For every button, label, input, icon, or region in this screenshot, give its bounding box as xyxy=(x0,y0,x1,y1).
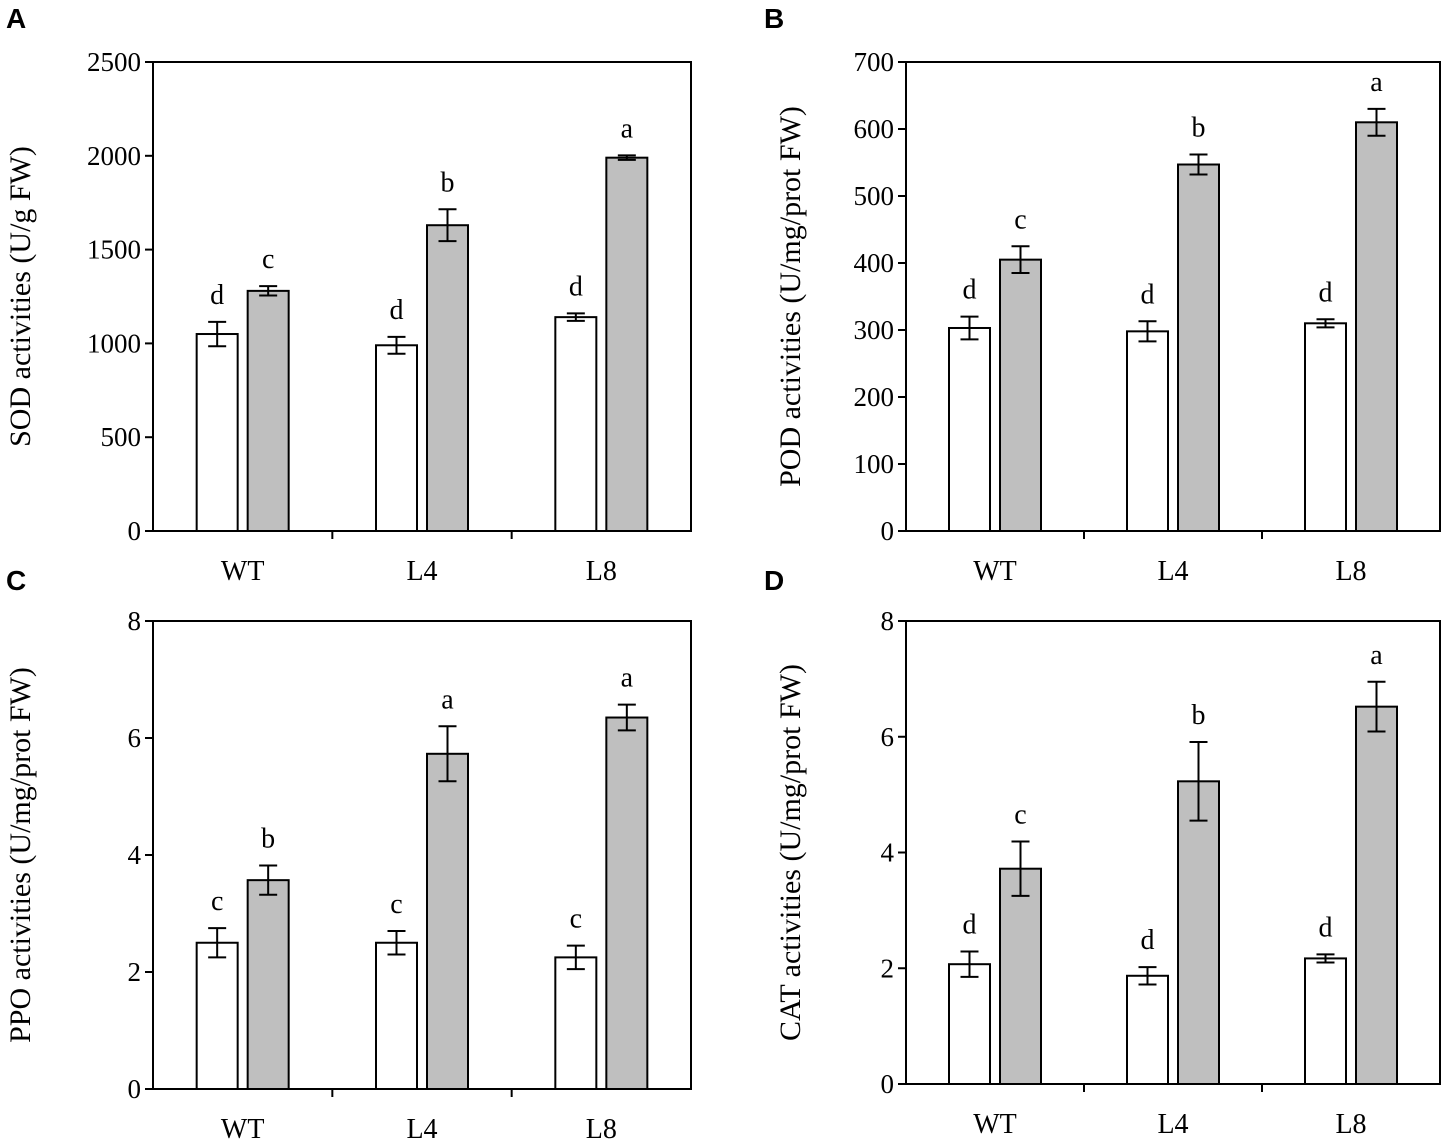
significance-letter: d xyxy=(1319,912,1333,943)
y-tick-label: 300 xyxy=(854,315,895,345)
significance-letter: b xyxy=(1192,700,1206,731)
x-category-label: WT xyxy=(973,556,1017,587)
y-tick-label: 6 xyxy=(881,722,895,752)
panel-label: D xyxy=(764,565,784,596)
chart-panel-b: 0 100 200 300 400 500 600 700 WT d c L4 d b L8 d a POD ac… xyxy=(764,3,1441,587)
bar-gray xyxy=(605,716,649,1091)
x-category-label: L4 xyxy=(1157,556,1188,587)
x-category-label: L8 xyxy=(1335,1109,1366,1140)
x-category-label: WT xyxy=(221,1114,265,1145)
y-tick-label: 700 xyxy=(854,47,895,77)
y-tick-label: 2500 xyxy=(87,47,141,77)
y-tick-label: 2000 xyxy=(87,141,141,171)
plot-frame xyxy=(152,61,692,532)
significance-letter: d xyxy=(569,271,583,302)
bar-white xyxy=(1126,974,1169,1085)
x-category-label: WT xyxy=(221,556,265,587)
y-axis-label: CAT activities (U/mg/prot FW) xyxy=(774,664,807,1041)
significance-letter: d xyxy=(1319,277,1333,308)
panel-label: B xyxy=(764,3,784,34)
y-tick-label: 0 xyxy=(128,516,142,546)
bar-white xyxy=(375,344,418,532)
significance-letter: d xyxy=(1141,279,1155,310)
chart-panel-a: 0 500 1000 1500 2000 2500 WT d c L4 d b L8 d a SOD acti… xyxy=(4,3,692,587)
plot-frame xyxy=(905,61,1441,532)
bar-gray xyxy=(1355,121,1398,533)
significance-letter: a xyxy=(441,684,454,715)
bar-white xyxy=(1126,330,1169,532)
x-category-label: L4 xyxy=(406,556,437,587)
significance-letter: a xyxy=(621,113,634,144)
significance-letter: d xyxy=(963,909,977,940)
y-tick-label: 0 xyxy=(128,1074,142,1104)
y-tick-label: 2 xyxy=(128,957,142,987)
significance-letter: d xyxy=(390,295,404,326)
y-tick-label: 200 xyxy=(854,382,895,412)
significance-letter: b xyxy=(261,824,275,855)
significance-letter: a xyxy=(621,663,634,694)
x-category-label: L8 xyxy=(1335,556,1366,587)
y-tick-label: 400 xyxy=(854,248,895,278)
bar-white xyxy=(554,956,598,1090)
x-category-label: L8 xyxy=(586,556,617,587)
significance-letter: d xyxy=(1141,925,1155,956)
significance-letter: c xyxy=(390,889,402,920)
bar-gray xyxy=(605,156,649,532)
significance-letter: b xyxy=(441,167,455,198)
chart-panel-d: 0 2 4 6 8 WT d c L4 d b L8 d a CAT activities (U/mg/pr… xyxy=(764,565,1441,1140)
bar-white xyxy=(948,326,991,532)
bar-white xyxy=(948,963,991,1085)
y-tick-label: 100 xyxy=(854,449,895,479)
bar-gray xyxy=(1177,780,1220,1085)
bar-white xyxy=(1304,322,1347,532)
significance-letter: d xyxy=(210,280,224,311)
y-tick-label: 0 xyxy=(881,1069,895,1099)
significance-letter: c xyxy=(1014,204,1026,235)
y-axis-label: POD activities (U/mg/prot FW) xyxy=(774,106,807,487)
panel-label: A xyxy=(6,3,26,34)
y-tick-label: 0 xyxy=(881,516,895,546)
chart-panel-c: 0 2 4 6 8 WT c b L4 c a L8 c a PPO activities (U/mg/pr… xyxy=(4,565,692,1145)
bar-white xyxy=(195,941,239,1090)
x-category-label: L4 xyxy=(1157,1109,1188,1140)
significance-letter: a xyxy=(1370,640,1383,671)
x-category-label: L8 xyxy=(586,1114,617,1145)
bar-gray xyxy=(1177,163,1220,532)
bar-gray xyxy=(426,752,469,1090)
y-tick-label: 600 xyxy=(854,114,895,144)
x-category-label: WT xyxy=(973,1109,1017,1140)
y-tick-label: 500 xyxy=(101,422,142,452)
significance-letter: a xyxy=(1370,67,1383,98)
bar-white xyxy=(1304,957,1347,1086)
bar-gray xyxy=(999,258,1042,532)
y-tick-label: 4 xyxy=(128,840,142,870)
y-tick-label: 4 xyxy=(881,838,895,868)
bar-white xyxy=(195,333,239,532)
y-axis-label: PPO activities (U/mg/prot FW) xyxy=(4,667,37,1043)
significance-letter: c xyxy=(262,244,274,275)
bar-white xyxy=(554,316,598,532)
bar-white xyxy=(375,941,418,1090)
significance-letter: d xyxy=(963,275,977,306)
bar-gray xyxy=(999,867,1042,1086)
panel-label: C xyxy=(6,565,26,596)
significance-letter: c xyxy=(1014,800,1026,831)
x-category-label: L4 xyxy=(406,1114,437,1145)
bar-gray xyxy=(1355,705,1398,1086)
significance-letter: c xyxy=(570,904,582,935)
y-tick-label: 1000 xyxy=(87,328,141,358)
y-axis-label: SOD activities (U/g FW) xyxy=(4,146,37,447)
y-tick-label: 8 xyxy=(128,606,142,636)
y-tick-label: 500 xyxy=(854,181,895,211)
y-tick-label: 6 xyxy=(128,723,142,753)
significance-letter: b xyxy=(1192,112,1206,143)
y-tick-label: 1500 xyxy=(87,235,141,265)
significance-letter: c xyxy=(211,886,223,917)
bar-gray xyxy=(426,224,469,532)
y-tick-label: 2 xyxy=(881,953,895,983)
bar-gray xyxy=(246,289,290,533)
y-tick-label: 8 xyxy=(881,606,895,636)
bar-gray xyxy=(246,879,290,1091)
